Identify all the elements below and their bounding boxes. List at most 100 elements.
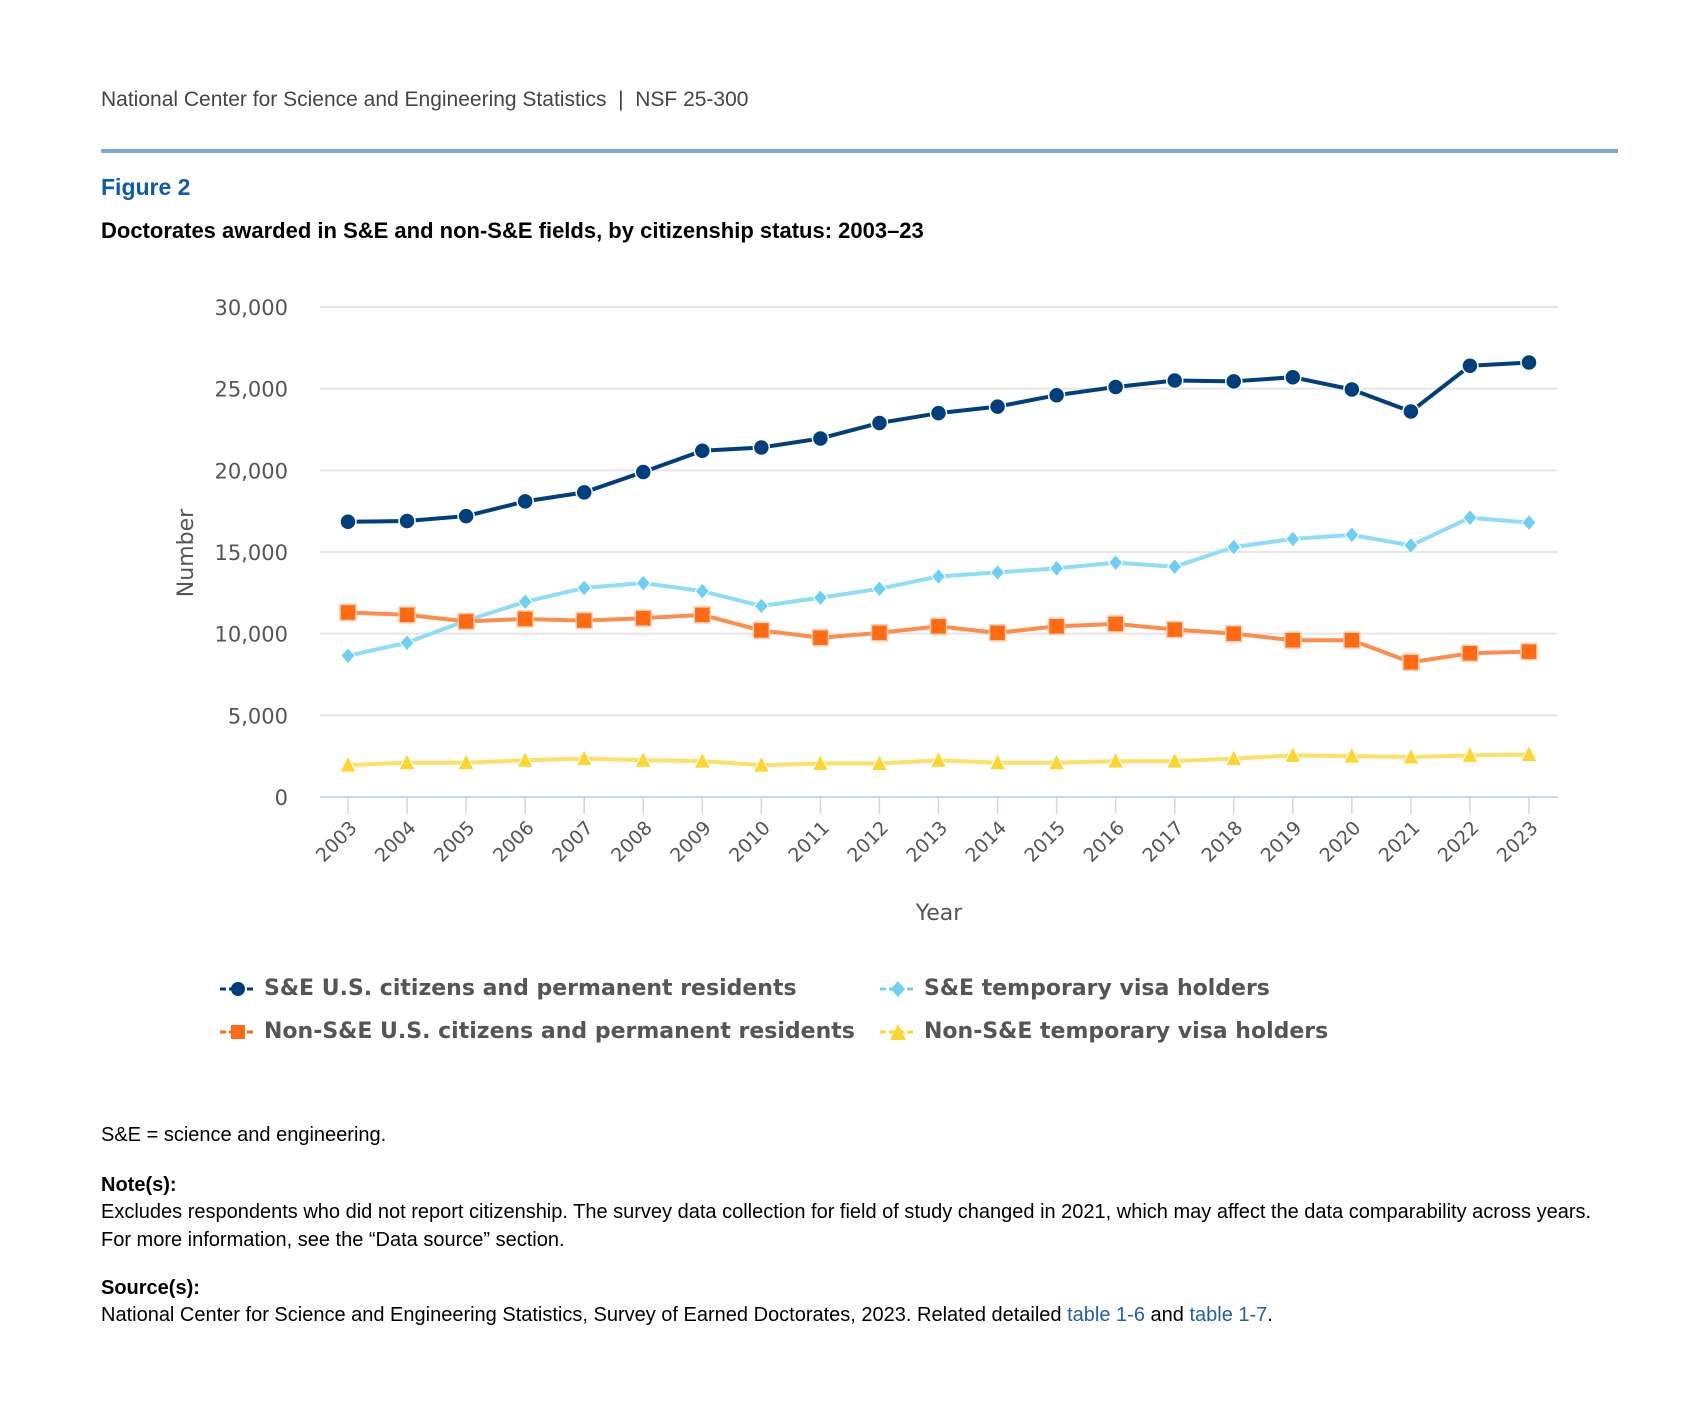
data-point — [516, 610, 534, 628]
data-point — [1047, 752, 1066, 771]
publication-header: National Center for Science and Engineer… — [101, 88, 749, 111]
data-point — [399, 633, 415, 652]
data-point — [1224, 748, 1243, 767]
data-point — [575, 611, 593, 630]
data-point — [634, 750, 653, 768]
data-point — [1048, 559, 1065, 578]
data-point — [811, 753, 830, 772]
data-point — [871, 579, 888, 598]
data-point — [1461, 357, 1479, 375]
data-point — [1461, 745, 1479, 763]
data-point — [339, 603, 357, 622]
source-line: National Center for Science and Engineer… — [101, 1301, 1621, 1329]
triangle-marker-icon — [880, 1023, 916, 1040]
data-point — [870, 624, 889, 642]
legend-item-nonse-temp[interactable]: Non-S&E temporary visa holders — [880, 1019, 1328, 1044]
figure-title: Doctorates awarded in S&E and non-S&E fi… — [101, 218, 924, 243]
data-point — [457, 507, 475, 525]
square-marker-icon — [220, 1024, 256, 1039]
data-point — [1520, 642, 1538, 661]
legend-label: S&E U.S. citizens and permanent resident… — [264, 976, 797, 1001]
notes-text: Excludes respondents who did not report … — [101, 1201, 1592, 1251]
data-point — [753, 597, 770, 615]
x-tick-label: 2023 — [1493, 817, 1543, 867]
data-point — [340, 646, 356, 665]
data-point — [929, 617, 948, 636]
data-point — [635, 574, 651, 592]
y-axis-label: Number — [174, 508, 199, 597]
circle-marker-icon — [220, 981, 256, 996]
table-1-7-link[interactable]: table 1-7 — [1189, 1304, 1268, 1326]
data-point — [457, 612, 475, 631]
line-chart: 0 5,000 10,000 15,000 20,000 25,000 30,000 200… — [174, 296, 1558, 926]
data-point — [989, 563, 1006, 582]
x-tick-label: 2022 — [1434, 817, 1484, 867]
series-3 — [339, 603, 1538, 671]
data-point — [988, 624, 1007, 642]
source-text: National Center for Science and Engineer… — [101, 1304, 1068, 1326]
y-tick-label: 0 — [275, 786, 288, 810]
y-tick-label: 25,000 — [215, 378, 288, 402]
data-point — [339, 513, 357, 531]
data-point — [1165, 750, 1184, 769]
x-tick-label: 2019 — [1257, 817, 1307, 867]
diamond-marker-icon — [880, 980, 916, 997]
data-point — [752, 438, 771, 457]
series-2 — [340, 508, 1537, 665]
data-point — [812, 588, 829, 607]
legend-label: Non-S&E U.S. citizens and permanent resi… — [264, 1019, 855, 1044]
source-label: Source(s): — [101, 1277, 200, 1299]
legend-label: S&E temporary visa holders — [924, 976, 1270, 1001]
data-point — [1402, 746, 1420, 765]
x-tick-label: 2012 — [843, 817, 893, 867]
data-point — [1284, 368, 1302, 386]
x-tick-label: 2003 — [312, 817, 362, 867]
x-tick-label: 2015 — [1020, 817, 1070, 867]
data-point — [1225, 372, 1243, 391]
data-point — [1520, 744, 1538, 763]
data-point — [1403, 536, 1419, 555]
data-point — [870, 753, 889, 772]
legend-item-se-us[interactable]: S&E U.S. citizens and permanent resident… — [220, 976, 797, 1001]
x-tick-label: 2005 — [430, 817, 480, 867]
x-tick-label: 2011 — [784, 817, 834, 867]
data-point — [693, 441, 712, 460]
x-tick-label: 2004 — [371, 817, 421, 867]
data-point — [575, 483, 593, 502]
data-point — [1047, 617, 1066, 636]
legend-item-se-temp[interactable]: S&E temporary visa holders — [880, 976, 1270, 1001]
x-tick-label: 2020 — [1316, 817, 1366, 867]
data-point — [1106, 615, 1125, 633]
x-tick-label: 2007 — [548, 817, 598, 867]
data-point — [693, 606, 712, 624]
data-point — [1343, 746, 1361, 764]
data-point — [1344, 526, 1360, 544]
data-point — [1520, 353, 1538, 372]
data-point — [1343, 380, 1361, 399]
table-1-6-link[interactable]: table 1-6 — [1067, 1304, 1145, 1326]
data-point — [870, 414, 889, 432]
data-point — [398, 752, 416, 771]
x-tick-label: 2021 — [1375, 817, 1425, 867]
data-point — [634, 609, 652, 627]
data-point — [1402, 653, 1420, 671]
x-tick-label: 2014 — [961, 817, 1011, 867]
figure-label: Figure 2 — [101, 174, 191, 200]
data-point — [575, 748, 594, 767]
data-point — [1402, 402, 1420, 421]
x-tick-label: 2009 — [666, 817, 716, 867]
data-point — [811, 629, 830, 647]
x-tick-label: 2006 — [489, 817, 539, 867]
abbreviation-note: S&E = science and engineering. — [101, 1124, 387, 1146]
data-point — [1106, 378, 1125, 396]
source-and: and — [1144, 1304, 1190, 1326]
data-point — [752, 621, 771, 640]
data-point — [693, 750, 712, 769]
legend-item-nonse-us[interactable]: Non-S&E U.S. citizens and permanent resi… — [220, 1019, 855, 1044]
x-tick-label: 2016 — [1079, 817, 1129, 867]
data-point — [1167, 557, 1183, 576]
legend-label: Non-S&E temporary visa holders — [924, 1019, 1329, 1044]
x-axis-label: Year — [915, 901, 964, 926]
data-point — [988, 397, 1007, 416]
data-point — [516, 750, 534, 768]
